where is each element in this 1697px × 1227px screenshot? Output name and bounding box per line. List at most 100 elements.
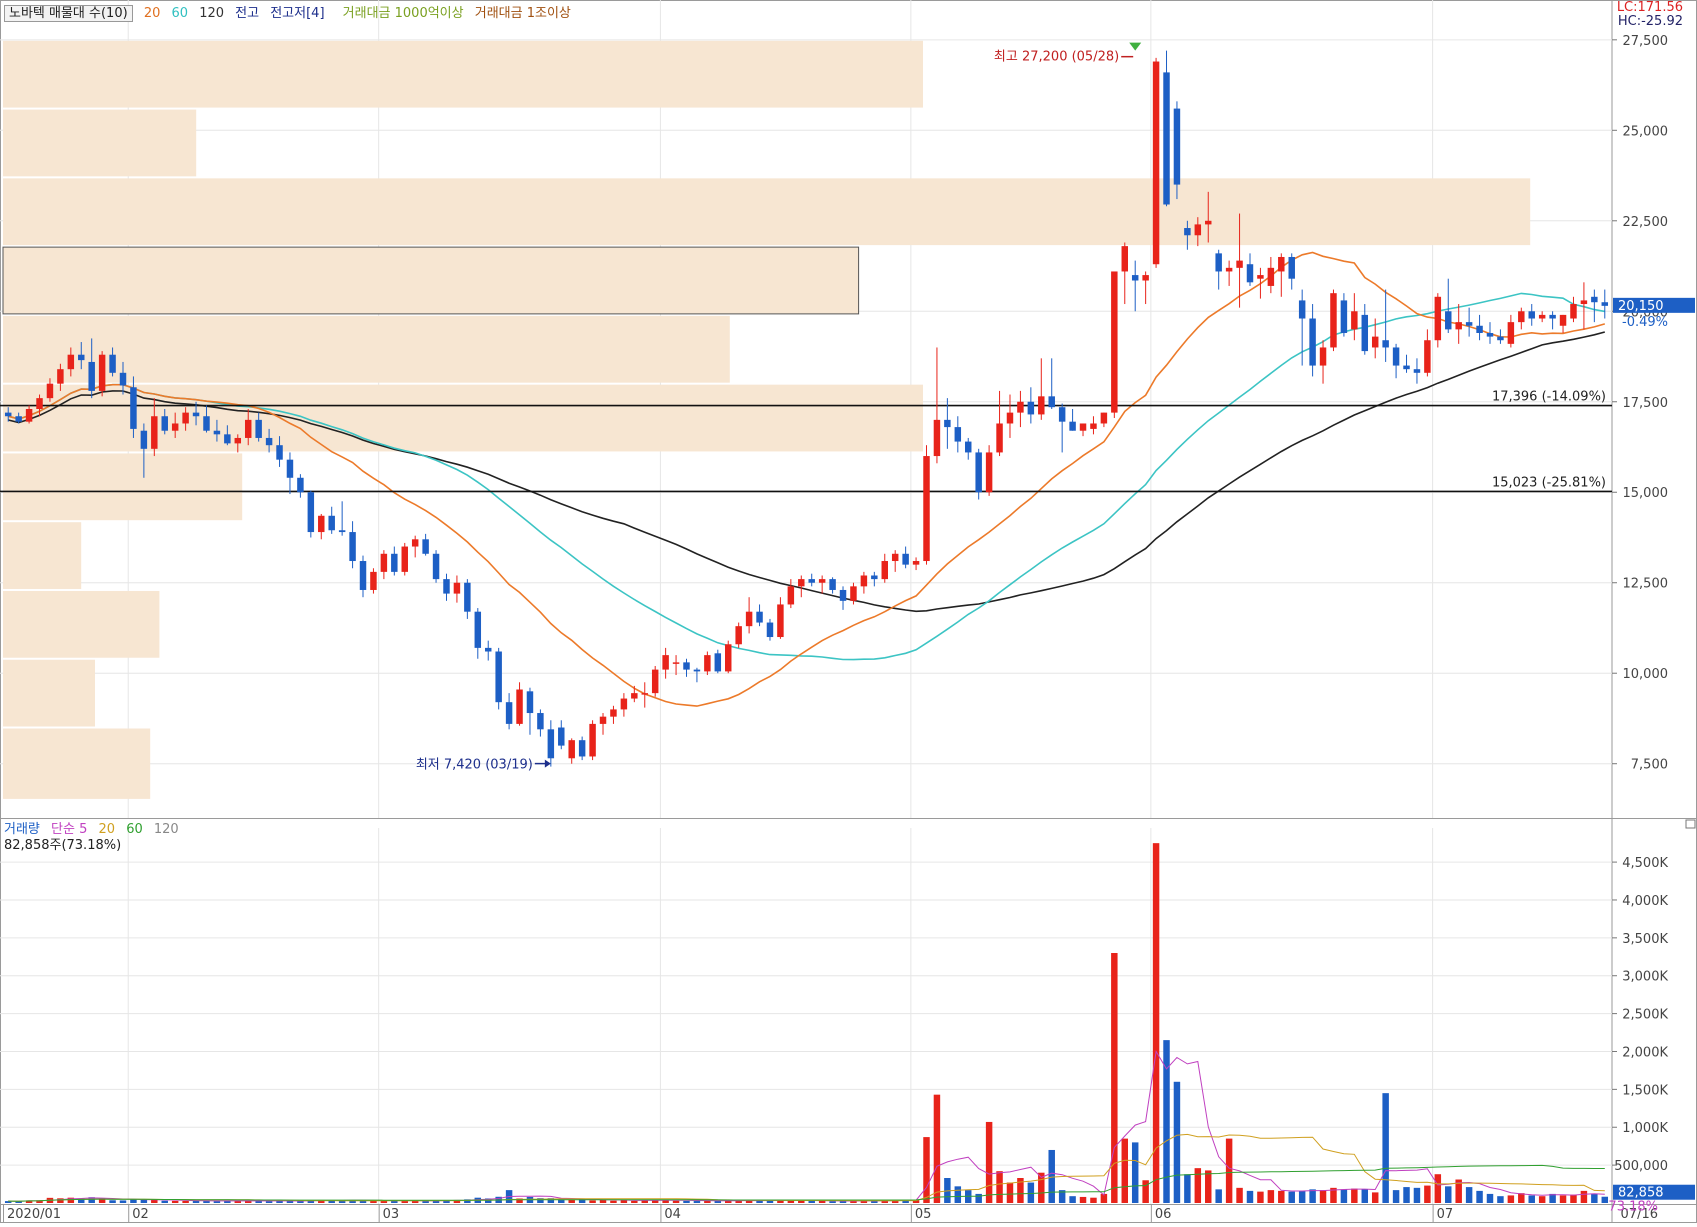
- candle-body: [526, 691, 534, 714]
- candle-body: [213, 430, 221, 435]
- candle-body: [1319, 347, 1327, 366]
- volume-bar: [714, 1200, 722, 1203]
- volume-bar: [537, 1198, 544, 1203]
- candle-body: [88, 361, 95, 391]
- volume-bar: [1371, 1192, 1379, 1203]
- candle-body: [338, 530, 346, 533]
- volume-bar: [1038, 1172, 1045, 1203]
- volume-bar: [203, 1201, 210, 1203]
- candle-body: [745, 611, 753, 627]
- price-tick-label: 27,500: [1623, 34, 1669, 49]
- volume-bar: [151, 1199, 158, 1203]
- month-tick-label: 07: [1437, 1207, 1454, 1222]
- candle-body: [1298, 300, 1306, 319]
- volume-ma5-line: [8, 1050, 1605, 1202]
- volume-profile-bar: [3, 728, 151, 799]
- volume-bar: [578, 1198, 586, 1203]
- volume-bar: [1121, 1138, 1129, 1203]
- volume-bar: [130, 1199, 137, 1203]
- candle-body: [432, 553, 440, 580]
- candle-body: [1027, 401, 1035, 415]
- price-tick-label: 17,500: [1623, 396, 1669, 411]
- candle-body: [109, 354, 116, 373]
- volume-bar: [881, 1200, 888, 1203]
- price-tick-label: 12,500: [1623, 577, 1669, 592]
- current-price-box: [1613, 297, 1695, 313]
- volume-bar: [1340, 1189, 1348, 1203]
- volume-ma20-label: 20: [98, 822, 116, 837]
- candle-body: [349, 532, 356, 562]
- candle-body: [1413, 369, 1421, 373]
- volume-bar: [443, 1200, 450, 1203]
- volume-bar: [338, 1200, 346, 1203]
- candle-body: [1048, 396, 1055, 408]
- candle-body: [975, 452, 982, 493]
- volume-bar: [1184, 1174, 1191, 1203]
- candle-body: [1392, 347, 1400, 366]
- candle-body: [1246, 264, 1254, 283]
- candle-body: [1486, 332, 1494, 337]
- current-volume-label: 82,858: [1618, 1186, 1664, 1201]
- volume-bar: [704, 1200, 711, 1203]
- candle-body: [1382, 340, 1389, 348]
- volume-bar: [1559, 1195, 1567, 1203]
- volume-bar: [568, 1199, 575, 1203]
- chart-title[interactable]: 노바텍 매물대 수(10): [4, 5, 133, 22]
- candle-body: [286, 459, 294, 478]
- volume-bar: [631, 1200, 638, 1203]
- candle-body: [620, 698, 628, 710]
- candle-body: [171, 423, 179, 431]
- candle-body: [151, 416, 158, 449]
- volume-tick-label: 2,500K: [1622, 1008, 1668, 1023]
- candle-body: [1006, 412, 1014, 424]
- volume-bar: [1424, 1185, 1431, 1203]
- candle-body: [1351, 311, 1358, 330]
- candle-body: [464, 582, 471, 612]
- candle-body: [505, 702, 513, 724]
- volume-profile-bar: [3, 40, 923, 108]
- high-annotation: 최고 27,200 (05/28): [994, 50, 1119, 65]
- candle-body: [631, 693, 638, 699]
- low-arrow-head-icon: [544, 759, 551, 768]
- month-tick-label: 06: [1155, 1207, 1172, 1222]
- volume-bar: [818, 1200, 826, 1203]
- volume-bar: [672, 1200, 680, 1203]
- candle-body: [484, 647, 492, 652]
- level-label: 15,023 (-25.81%): [1492, 475, 1606, 490]
- candle-body: [1570, 304, 1577, 319]
- candle-body: [182, 412, 189, 424]
- candle-body: [985, 452, 993, 493]
- legend-high-low-label: 전고: [235, 6, 260, 21]
- high-marker-icon: [1129, 42, 1142, 51]
- candle-body: [1257, 275, 1264, 279]
- volume-bar: [391, 1200, 398, 1203]
- candle-body: [996, 423, 1003, 453]
- volume-bar: [777, 1200, 784, 1203]
- volume-bar: [359, 1200, 367, 1203]
- candle-body: [1309, 318, 1316, 366]
- volume-bar: [1465, 1187, 1473, 1203]
- candle-body: [380, 553, 388, 572]
- candle-body: [1225, 267, 1233, 272]
- volume-bar: [1486, 1193, 1494, 1203]
- volume-tick-label: 3,500K: [1622, 932, 1668, 947]
- candle-body: [15, 416, 22, 422]
- volume-bar: [516, 1198, 523, 1203]
- candle-body: [1288, 256, 1295, 279]
- candle-body: [1111, 271, 1118, 413]
- volume-bar: [370, 1200, 377, 1203]
- volume-bar: [1570, 1194, 1577, 1203]
- volume-bar: [1205, 1170, 1212, 1203]
- volume-bar: [265, 1201, 273, 1203]
- volume-bar: [422, 1200, 429, 1203]
- candle-body: [766, 622, 774, 638]
- candle-body: [568, 740, 575, 759]
- volume-bar: [78, 1198, 85, 1203]
- volume-bar: [1434, 1174, 1442, 1203]
- candle-body: [537, 713, 544, 730]
- legend-high-low-value: 전고저[4]: [270, 6, 325, 21]
- price-tick-label: 22,500: [1623, 215, 1669, 230]
- volume-bar: [349, 1200, 356, 1203]
